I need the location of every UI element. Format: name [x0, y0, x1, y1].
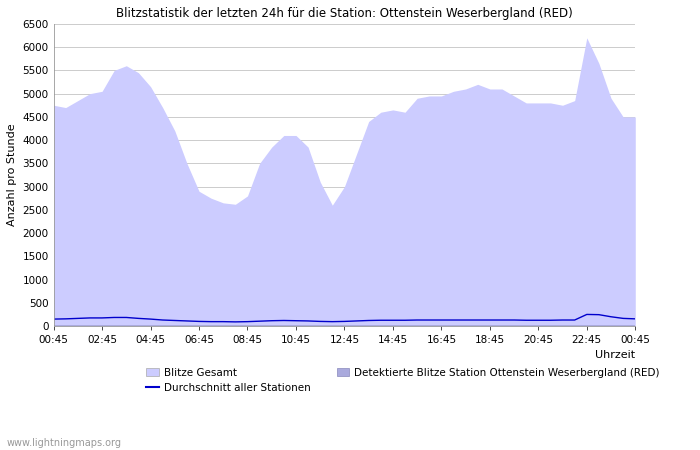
Title: Blitzstatistik der letzten 24h für die Station: Ottenstein Weserbergland (RED): Blitzstatistik der letzten 24h für die S…: [116, 7, 573, 20]
Y-axis label: Anzahl pro Stunde: Anzahl pro Stunde: [7, 124, 17, 226]
Text: www.lightningmaps.org: www.lightningmaps.org: [7, 438, 122, 448]
Text: Uhrzeit: Uhrzeit: [595, 350, 636, 360]
Legend: Blitze Gesamt, Durchschnitt aller Stationen, Detektierte Blitze Station Ottenste: Blitze Gesamt, Durchschnitt aller Statio…: [146, 368, 660, 393]
